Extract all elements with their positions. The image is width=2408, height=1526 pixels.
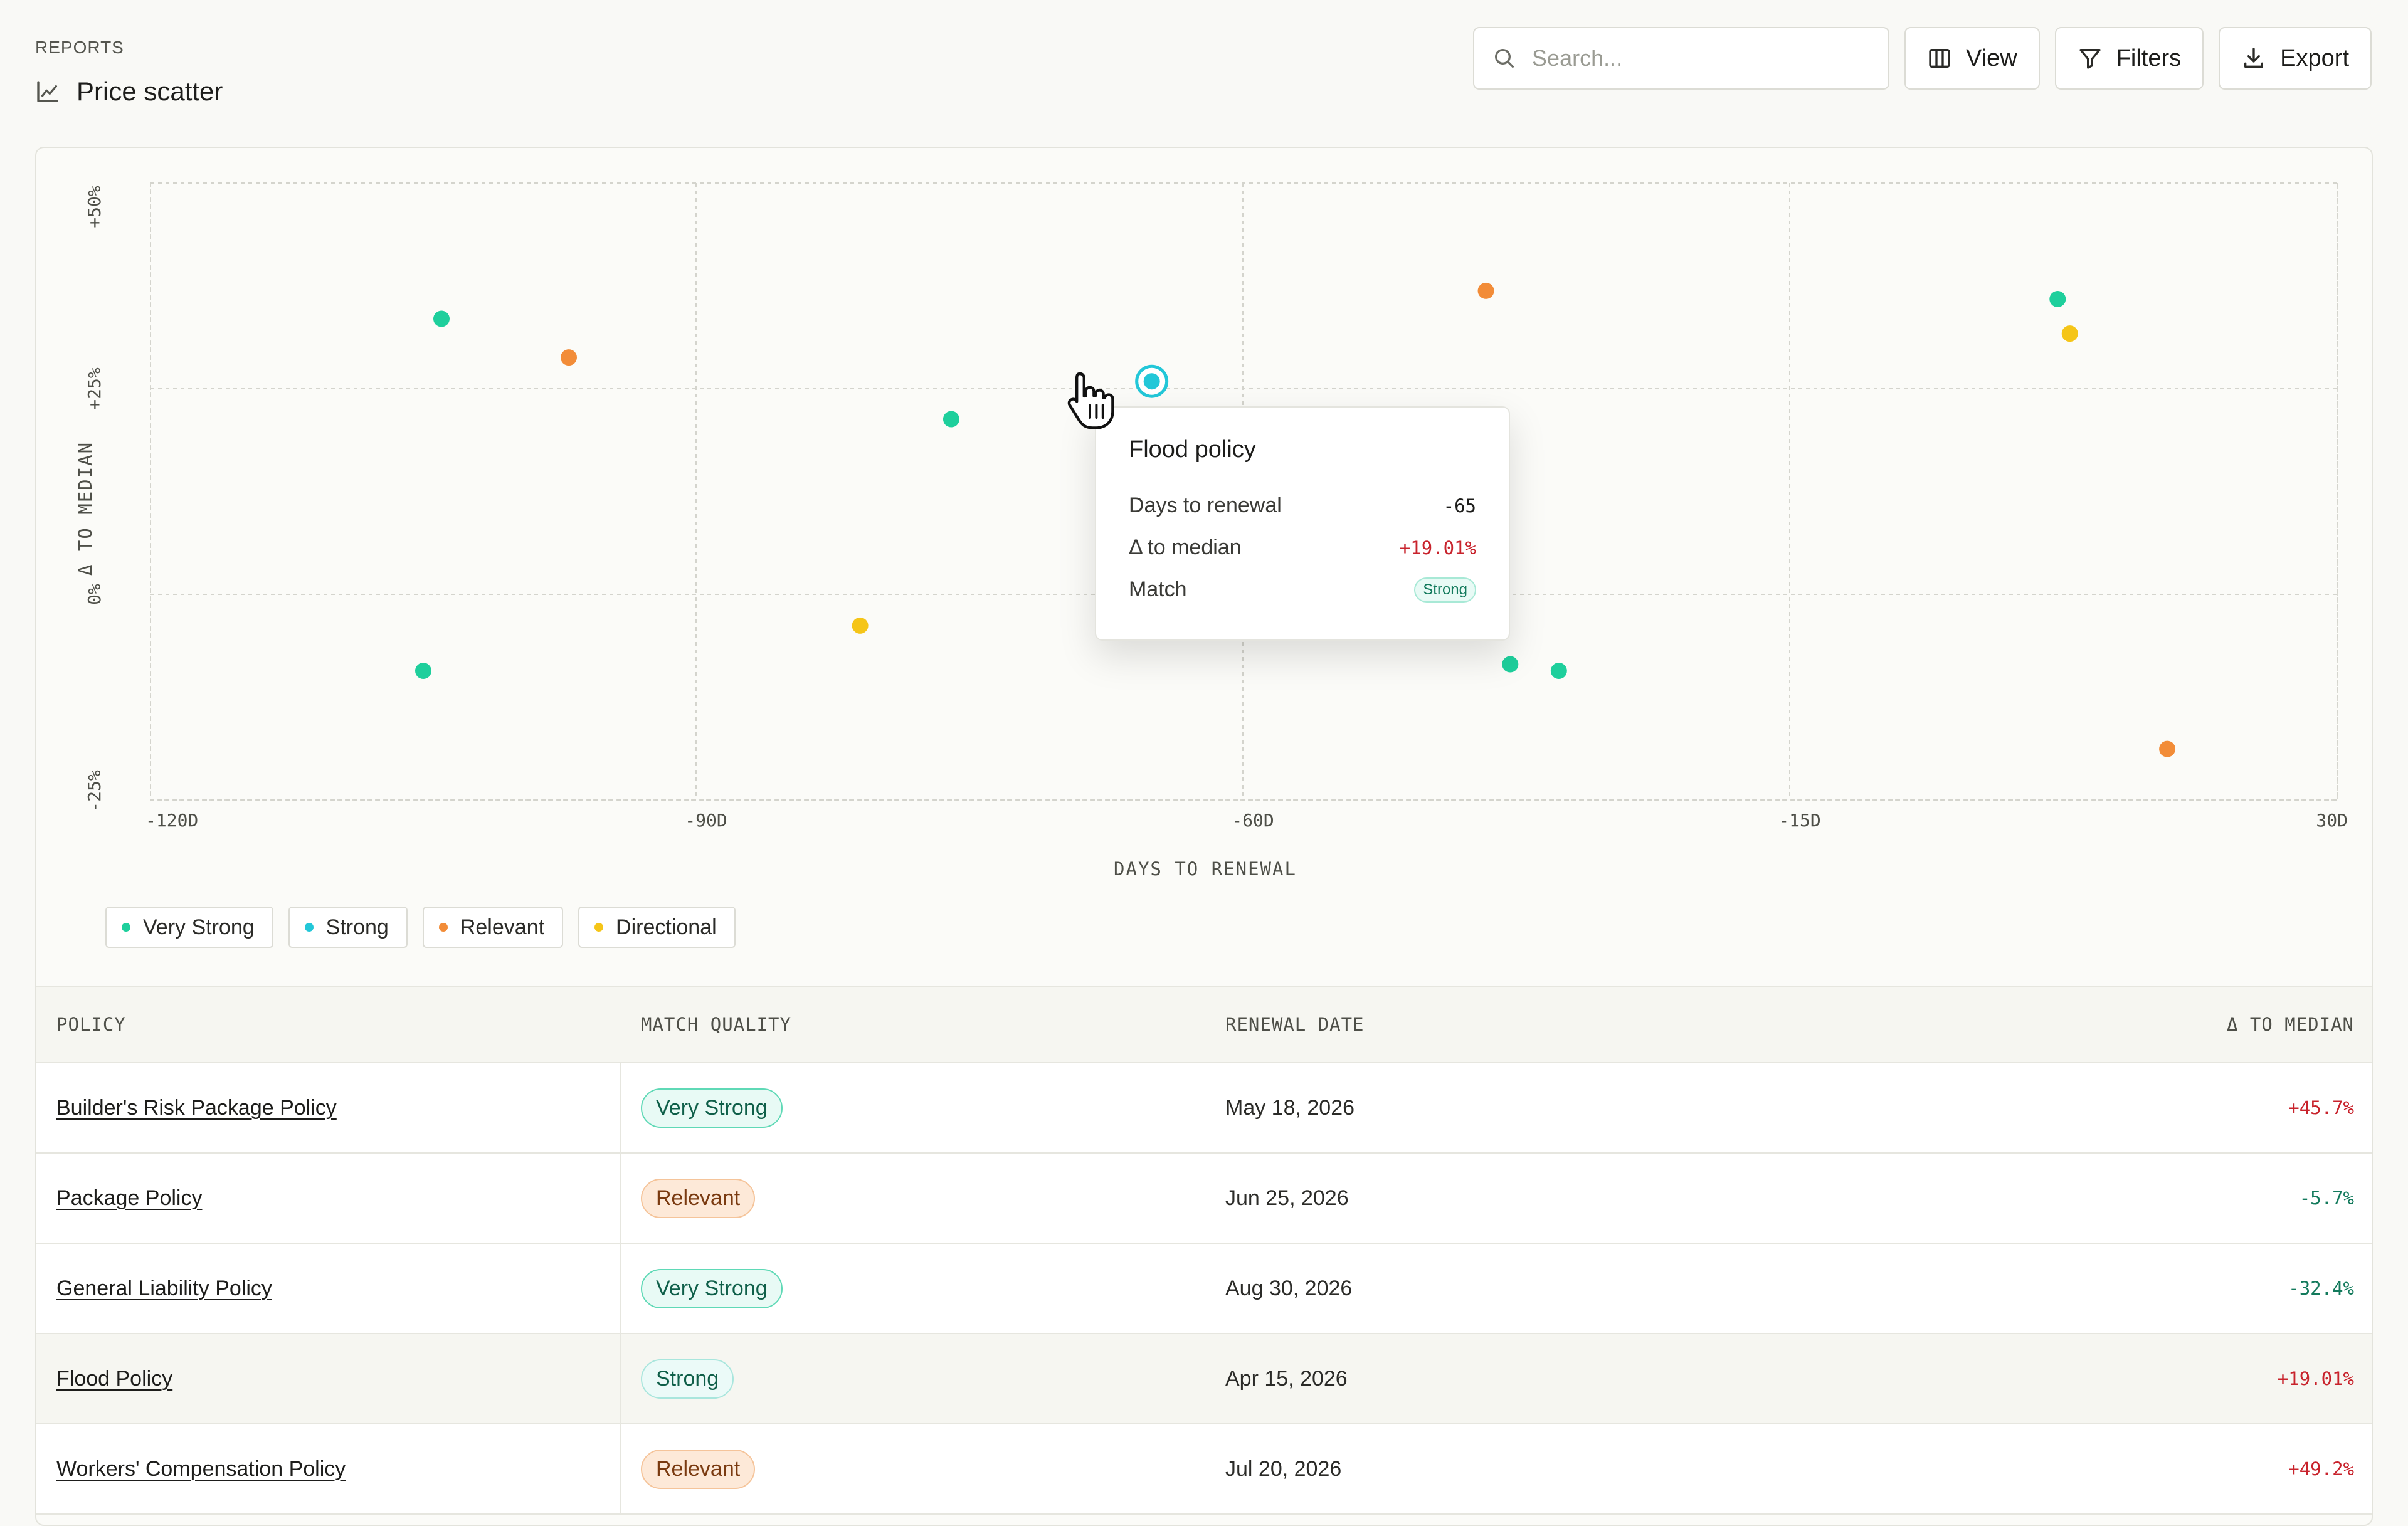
data-point (2159, 740, 2176, 757)
legend-very-strong[interactable]: Very Strong (105, 907, 273, 948)
table-row[interactable]: Workers' Compensation Policy Relevant Ju… (36, 1424, 2372, 1515)
page-title: Price scatter (77, 76, 223, 106)
tooltip-row: Δ to median +19.01% (1129, 527, 1476, 569)
data-point (852, 617, 869, 634)
renewal-date: May 18, 2026 (1225, 1095, 1355, 1120)
tooltip-value: +19.01% (1399, 537, 1476, 559)
y-axis-label: Δ TO MEDIAN (75, 441, 96, 576)
table-header: POLICY MATCH QUALITY RENEWAL DATE Δ TO M… (36, 986, 2372, 1063)
data-point (415, 663, 431, 680)
policy-link[interactable]: Builder's Risk Package Policy (56, 1095, 337, 1120)
policy-link[interactable]: Workers' Compensation Policy (56, 1456, 346, 1481)
chart-legend: Very Strong Strong Relevant Directional (105, 907, 736, 948)
renewal-date: Jun 25, 2026 (1225, 1186, 1349, 1210)
legend-label: Relevant (460, 915, 545, 939)
column-header-date[interactable]: RENEWAL DATE (1225, 1014, 1365, 1035)
column-header-policy[interactable]: POLICY (56, 1014, 126, 1035)
x-axis-label: DAYS TO RENEWAL (1114, 858, 1297, 880)
data-point (1477, 282, 1494, 299)
x-tick-label: -90D (685, 810, 727, 831)
y-tick-label: 0% (84, 584, 105, 605)
legend-dot (438, 923, 448, 932)
scatter-chart: -120D -90D -60D -15D 30D -25% 0% +25% +50% DAYS T… (75, 182, 2348, 880)
data-point (1143, 373, 1160, 390)
renewal-date: Jul 20, 2026 (1225, 1456, 1342, 1481)
tooltip-value: -65 (1443, 495, 1476, 517)
view-button-label: View (1966, 45, 2017, 71)
delta-value: +45.7% (2288, 1097, 2354, 1118)
table-row-highlighted[interactable]: Flood Policy Strong Apr 15, 2026 +19.01% (36, 1334, 2372, 1424)
legend-label: Strong (325, 915, 389, 939)
policy-link[interactable]: Package Policy (56, 1186, 203, 1210)
legend-dot (594, 923, 604, 932)
y-tick-label: +50% (84, 186, 105, 228)
tooltip-match-badge: Strong (1414, 577, 1476, 603)
data-point (1550, 663, 1567, 680)
y-tick-label: +25% (84, 367, 105, 410)
legend-strong[interactable]: Strong (288, 907, 408, 948)
data-point (433, 310, 450, 327)
export-button[interactable]: Export (2219, 27, 2372, 90)
x-tick-label: -60D (1232, 810, 1274, 831)
filters-button-label: Filters (2116, 45, 2182, 71)
tooltip-label: Δ to median (1129, 535, 1242, 559)
table-row[interactable]: Builder's Risk Package Policy Very Stron… (36, 1063, 2372, 1154)
columns-icon (1927, 46, 1952, 71)
filter-icon (2078, 46, 2103, 71)
download-icon (2241, 46, 2266, 71)
match-badge: Very Strong (641, 1268, 783, 1308)
data-point (2049, 290, 2066, 307)
view-button[interactable]: View (1904, 27, 2040, 90)
tooltip-row: Days to renewal -65 (1129, 485, 1476, 527)
tooltip-title: Flood policy (1129, 436, 1256, 463)
search-box[interactable] (1473, 27, 1890, 90)
match-badge: Relevant (641, 1178, 756, 1218)
report-card: -120D -90D -60D -15D 30D -25% 0% +25% +50% DAYS T… (35, 147, 2373, 1526)
legend-label: Directional (616, 915, 717, 939)
legend-directional[interactable]: Directional (578, 907, 736, 948)
match-badge: Relevant (641, 1449, 756, 1489)
delta-value: -5.7% (2299, 1187, 2354, 1209)
search-input[interactable] (1531, 45, 1871, 72)
filters-button[interactable]: Filters (2054, 27, 2204, 90)
match-badge: Strong (641, 1359, 734, 1399)
column-header-match[interactable]: MATCH QUALITY (641, 1014, 791, 1035)
breadcrumb: REPORTS (35, 38, 124, 57)
policy-link[interactable]: Flood Policy (56, 1366, 173, 1391)
policy-link[interactable]: General Liability Policy (56, 1276, 272, 1300)
delta-value: +49.2% (2288, 1458, 2354, 1480)
tooltip-row: Match Strong (1129, 569, 1476, 611)
delta-value: -32.4% (2288, 1278, 2354, 1299)
x-tick-label: 30D (2316, 810, 2348, 831)
match-badge: Very Strong (641, 1088, 783, 1128)
renewal-date: Apr 15, 2026 (1225, 1366, 1348, 1391)
policy-table: POLICY MATCH QUALITY RENEWAL DATE Δ TO M… (36, 986, 2372, 1515)
column-header-delta[interactable]: Δ TO MEDIAN (2226, 1014, 2354, 1035)
line-chart-icon (35, 79, 60, 104)
data-point (943, 411, 959, 428)
tooltip-label: Days to renewal (1129, 493, 1282, 517)
data-point (561, 349, 577, 366)
legend-dot (304, 923, 314, 932)
tooltip-label: Match (1129, 577, 1187, 601)
export-button-label: Export (2280, 45, 2349, 71)
data-point (1502, 656, 1519, 673)
legend-relevant[interactable]: Relevant (422, 907, 564, 948)
x-tick-label: -120D (145, 810, 198, 831)
legend-dot (122, 923, 130, 932)
legend-label: Very Strong (143, 915, 255, 939)
search-icon (1492, 46, 1517, 71)
point-tooltip: Flood policy Days to renewal -65 Δ to me… (1095, 406, 1510, 641)
renewal-date: Aug 30, 2026 (1225, 1276, 1353, 1300)
data-point (2061, 325, 2078, 342)
table-row[interactable]: General Liability Policy Very Strong Aug… (36, 1244, 2372, 1334)
hand-cursor-icon (1067, 372, 1114, 429)
x-tick-label: -15D (1778, 810, 1820, 831)
delta-value: +19.01% (2277, 1368, 2354, 1389)
y-tick-label: -25% (84, 770, 105, 813)
table-row[interactable]: Package Policy Relevant Jun 25, 2026 -5.… (36, 1154, 2372, 1244)
